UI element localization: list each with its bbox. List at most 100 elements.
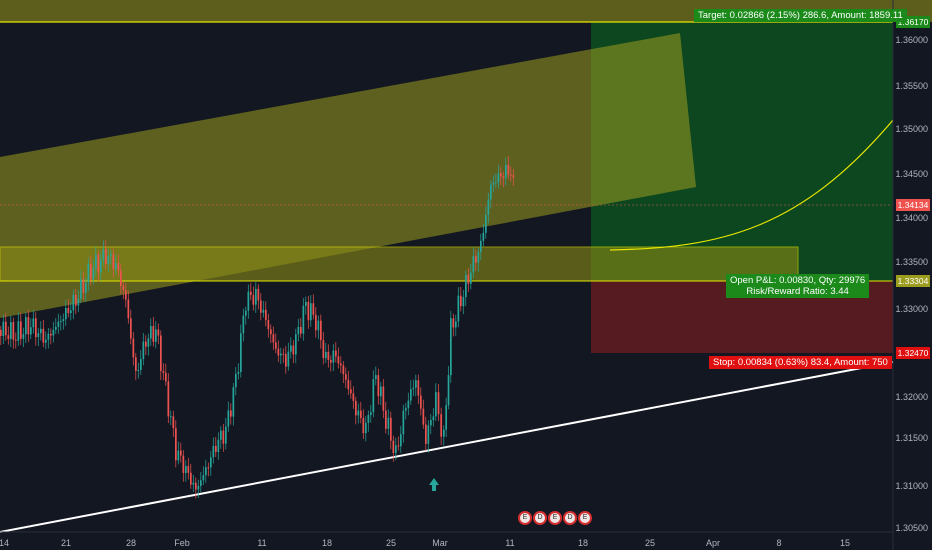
projection-curve[interactable] xyxy=(609,119,894,251)
candle-body xyxy=(352,393,355,401)
candle-body xyxy=(10,322,12,339)
candle-body xyxy=(443,429,445,437)
candle-body xyxy=(305,301,307,306)
candle-body xyxy=(322,340,325,359)
candle-body xyxy=(507,164,510,175)
candle-body xyxy=(35,318,37,338)
candle-body xyxy=(55,326,57,330)
candle-body xyxy=(360,410,362,418)
candle-body xyxy=(180,450,182,456)
time-axis-label: 14 xyxy=(0,538,10,548)
time-axis-label: 18 xyxy=(321,538,333,548)
candle-body xyxy=(32,318,35,328)
candle-body xyxy=(230,410,232,417)
candle-body xyxy=(282,353,285,355)
candle-body xyxy=(80,279,82,299)
candle-body xyxy=(415,380,417,388)
price-axis-label: 1.30500 xyxy=(895,523,928,533)
candle-body xyxy=(207,467,210,469)
candle-body xyxy=(90,263,92,280)
candle-body xyxy=(172,416,175,429)
candle-body xyxy=(102,249,105,260)
candle-body xyxy=(295,334,297,355)
candle-body xyxy=(157,329,160,336)
candle-body xyxy=(92,268,95,280)
candle-body xyxy=(412,387,415,390)
earnings-event-icon[interactable]: E xyxy=(548,511,562,525)
candle-body xyxy=(145,341,147,347)
earnings-event-icon[interactable]: E xyxy=(578,511,592,525)
candle-body xyxy=(287,351,290,367)
candle-body xyxy=(167,381,170,417)
support-box[interactable] xyxy=(0,246,799,282)
open-pl-text: Open P&L: 0.00830, Qty: 29976 xyxy=(730,275,866,286)
candle-body xyxy=(392,440,395,453)
candle-body xyxy=(72,294,75,311)
candle-body xyxy=(315,314,317,331)
candle-body xyxy=(330,360,332,363)
support-trendline[interactable] xyxy=(0,361,894,533)
candle-body xyxy=(107,255,110,265)
candle-body xyxy=(215,445,217,453)
candle-body xyxy=(372,379,375,413)
candle-body xyxy=(150,325,152,339)
candle-body xyxy=(132,338,135,358)
price-axis-label: 1.31500 xyxy=(895,433,928,443)
candle-body xyxy=(140,359,142,370)
candle-body xyxy=(135,357,137,371)
candle-body xyxy=(255,288,257,305)
candle-body xyxy=(495,182,497,184)
candle-body xyxy=(380,386,382,397)
entry-price-badge: 1.33304 xyxy=(896,275,930,287)
candle-body xyxy=(510,174,512,176)
candle-body xyxy=(337,356,340,364)
candle-body xyxy=(302,305,305,334)
stop-label: Stop: 0.00834 (0.63%) 83.4, Amount: 750 xyxy=(709,356,892,369)
buy-arrow-stem xyxy=(432,485,436,491)
earnings-event-icon[interactable]: E xyxy=(518,511,532,525)
price-axis-label: 1.34000 xyxy=(895,213,928,223)
candle-body xyxy=(280,353,282,356)
candle-body xyxy=(347,379,350,390)
candle-body xyxy=(395,445,397,453)
price-axis-label: 1.34500 xyxy=(895,169,928,179)
candle-body xyxy=(390,417,392,441)
dividend-event-icon[interactable]: D xyxy=(533,511,547,525)
candle-body xyxy=(100,259,102,273)
candle-body xyxy=(165,372,167,382)
candle-body xyxy=(70,310,72,314)
target-label: Target: 0.02866 (2.15%) 286.6, Amount: 1… xyxy=(694,9,907,22)
candle-body xyxy=(445,405,448,430)
stop-price-badge: 1.32470 xyxy=(896,347,930,359)
candlesticks xyxy=(0,155,515,499)
candle-body xyxy=(460,295,462,307)
candle-body xyxy=(332,350,335,363)
candle-body xyxy=(300,326,302,334)
candle-body xyxy=(62,319,65,321)
candle-body xyxy=(197,485,200,490)
candle-body xyxy=(410,389,412,401)
candle-body xyxy=(237,371,240,374)
time-axis-label: 8 xyxy=(776,538,782,548)
time-axis-label: 18 xyxy=(577,538,589,548)
candle-body xyxy=(185,466,187,473)
candle-body xyxy=(192,482,195,485)
candle-body xyxy=(497,173,500,183)
candle-body xyxy=(120,270,122,286)
candle-body xyxy=(87,263,90,283)
event-icons[interactable]: E D E D E xyxy=(518,511,592,525)
candle-body xyxy=(427,425,430,444)
candle-body xyxy=(345,374,347,380)
price-axis-label: 1.33000 xyxy=(895,304,928,314)
candle-body xyxy=(217,439,220,453)
candle-body xyxy=(240,333,242,372)
candle-body xyxy=(355,400,357,416)
candle-body xyxy=(85,282,87,293)
candle-body xyxy=(222,430,225,444)
price-axis-label: 1.32000 xyxy=(895,392,928,402)
dividend-event-icon[interactable]: D xyxy=(563,511,577,525)
candle-body xyxy=(142,341,145,360)
candle-body xyxy=(205,467,207,476)
candle-body xyxy=(350,389,352,394)
candle-body xyxy=(177,450,180,461)
